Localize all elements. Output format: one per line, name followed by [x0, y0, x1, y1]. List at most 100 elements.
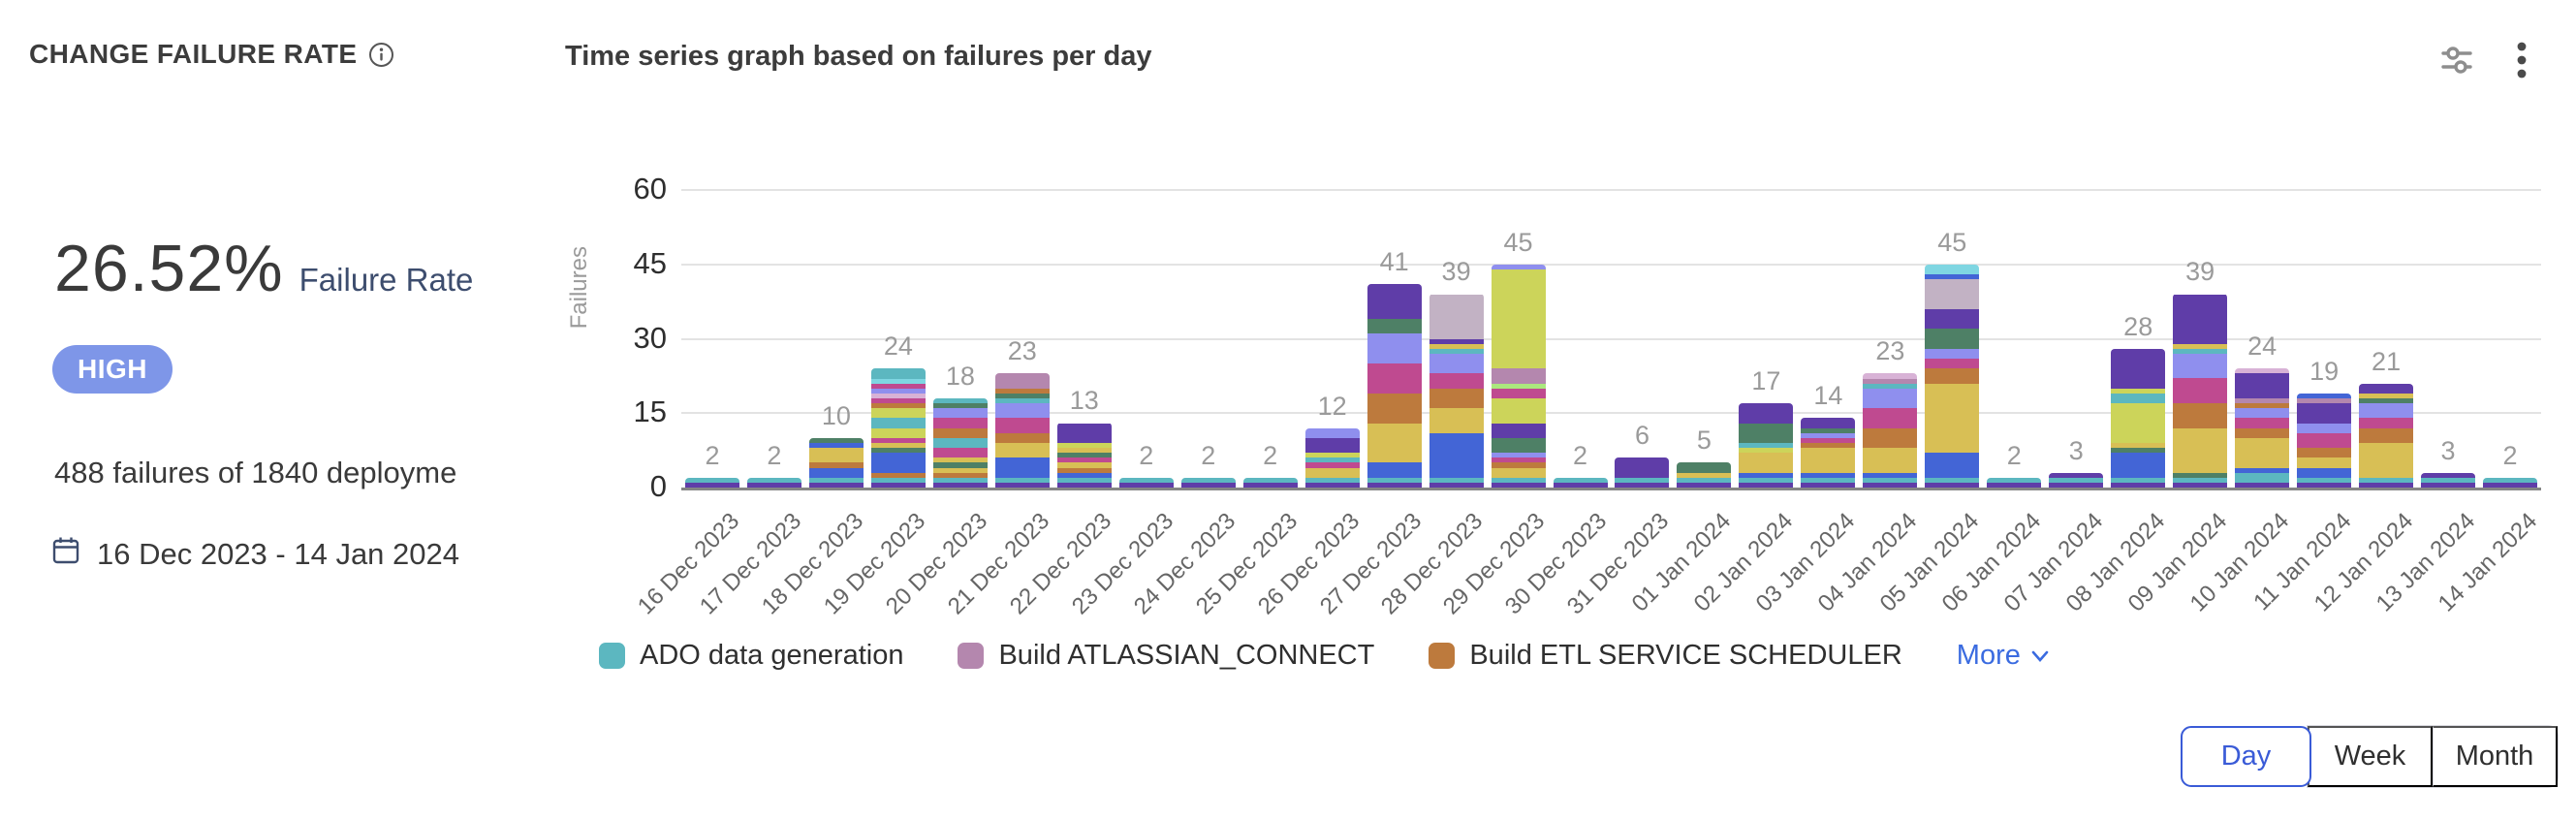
filter-sliders-icon[interactable]	[2438, 42, 2475, 79]
bar-segment-lime	[1491, 268, 1546, 369]
bar-segment-mauve	[1491, 368, 1546, 384]
bar-05-Jan-2024[interactable]	[1925, 264, 1980, 488]
bar-segment-orange	[1863, 427, 1918, 449]
bar-segment-purple	[1863, 482, 1918, 488]
bar-segment-orange	[2235, 427, 2290, 438]
bar-segment-purple	[746, 482, 801, 488]
bar-segment-mauve	[2297, 397, 2352, 404]
bar-31-Dec-2023[interactable]	[1615, 457, 1670, 488]
bar-segment-magenta	[870, 437, 926, 443]
toggle-month[interactable]: Month	[2433, 726, 2558, 787]
bar-02-Jan-2024[interactable]	[1739, 403, 1794, 488]
bar-21-Dec-2023[interactable]	[994, 373, 1050, 488]
bar-13-Jan-2024[interactable]	[2421, 472, 2476, 488]
bar-segment-purple	[2049, 472, 2104, 478]
bar-segment-orange	[870, 403, 926, 409]
bar-17-Dec-2023[interactable]	[746, 477, 801, 488]
bar-segment-purple	[1118, 482, 1174, 488]
bar-segment-orange	[1491, 462, 1546, 468]
bar-11-Jan-2024[interactable]	[2297, 393, 2352, 488]
bar-14-Jan-2024[interactable]	[2483, 477, 2538, 488]
bar-01-Jan-2024[interactable]	[1677, 462, 1732, 488]
bar-20-Dec-2023[interactable]	[932, 398, 988, 488]
bar-segment-teal	[1180, 477, 1236, 483]
bar-27-Dec-2023[interactable]	[1367, 284, 1422, 488]
bar-30-Dec-2023[interactable]	[1553, 477, 1608, 488]
bar-value-label: 2	[767, 440, 782, 470]
bar-segment-mustard	[932, 457, 988, 463]
bar-segment-purple	[2297, 482, 2352, 488]
bar-segment-purple	[2297, 403, 2352, 424]
bar-segment-teal	[870, 368, 926, 379]
bar-segment-blue	[1367, 462, 1422, 478]
kebab-menu-icon[interactable]	[2516, 41, 2528, 79]
chart-subtitle: Time series graph based on failures per …	[565, 41, 1152, 72]
bar-segment-teal	[1491, 477, 1546, 483]
bar-segment-teal	[2235, 472, 2290, 483]
bar-segment-purple	[2235, 373, 2290, 398]
bar-04-Jan-2024[interactable]	[1863, 373, 1918, 488]
bar-09-Jan-2024[interactable]	[2173, 294, 2228, 488]
chevron-down-icon	[2031, 650, 2049, 662]
chart-legend: ADO data generation Build ATLASSIAN_CONNE…	[599, 640, 2052, 672]
bar-segment-teal	[684, 477, 739, 483]
bar-28-Dec-2023[interactable]	[1429, 294, 1484, 488]
bar-segment-purple	[870, 482, 926, 488]
bar-segment-teal	[932, 398, 988, 404]
bar-segment-teal	[2359, 477, 2414, 483]
bar-segment-lime	[870, 408, 926, 419]
legend-item-1[interactable]: ADO data generation	[599, 640, 903, 672]
legend-more-link[interactable]: More	[1957, 640, 2052, 672]
bar-19-Dec-2023[interactable]	[870, 368, 926, 488]
bar-segment-purple	[1925, 482, 1980, 488]
bar-value-label: 18	[945, 361, 975, 391]
bar-segment-blue	[808, 467, 864, 478]
bar-18-Dec-2023[interactable]	[808, 437, 864, 488]
bar-segment-teal	[1429, 477, 1484, 483]
bar-08-Jan-2024[interactable]	[2111, 348, 2166, 488]
bar-22-Dec-2023[interactable]	[1056, 423, 1112, 488]
bar-segment-purple	[808, 482, 864, 488]
bar-segment-teal	[994, 397, 1050, 404]
bar-07-Jan-2024[interactable]	[2049, 472, 2104, 488]
bar-29-Dec-2023[interactable]	[1491, 264, 1546, 488]
bar-value-label: 3	[2440, 435, 2456, 465]
bar-25-Dec-2023[interactable]	[1242, 477, 1298, 488]
bar-06-Jan-2024[interactable]	[1987, 477, 2042, 488]
bar-segment-orange	[994, 388, 1050, 394]
date-range-text: 16 Dec 2023 - 14 Jan 2024	[97, 537, 459, 571]
bar-value-label: 2	[2006, 440, 2022, 470]
info-icon[interactable]	[368, 42, 394, 68]
bar-value-label: 39	[1441, 257, 1471, 287]
bar-segment-magenta	[994, 418, 1050, 433]
toggle-week[interactable]: Week	[2308, 726, 2433, 787]
bar-value-label: 10	[821, 400, 851, 430]
bar-segment-orange	[2359, 427, 2414, 443]
toggle-day[interactable]: Day	[2181, 726, 2311, 787]
bar-03-Jan-2024[interactable]	[1801, 418, 1856, 488]
bar-26-Dec-2023[interactable]	[1304, 427, 1360, 488]
legend-more-label: More	[1956, 640, 2021, 671]
legend-label: Build ATLASSIAN_CONNECT	[998, 640, 1375, 671]
bar-24-Dec-2023[interactable]	[1180, 477, 1236, 488]
bar-segment-magenta	[870, 398, 926, 404]
bar-segment-teal	[932, 437, 988, 449]
bar-23-Dec-2023[interactable]	[1118, 477, 1174, 488]
bar-value-label: 2	[1139, 440, 1154, 470]
legend-item-2[interactable]: Build ATLASSIAN_CONNECT	[958, 640, 1374, 672]
bar-value-label: 19	[2309, 356, 2340, 386]
bar-value-label: 14	[1813, 381, 1843, 411]
bar-12-Jan-2024[interactable]	[2359, 383, 2414, 488]
bar-10-Jan-2024[interactable]	[2235, 368, 2290, 488]
legend-item-3[interactable]: Build ETL SERVICE SCHEDULER	[1429, 640, 1902, 672]
bar-segment-purple	[2421, 482, 2476, 488]
bar-segment-teal	[1429, 348, 1484, 354]
failures-summary: 488 failures of 1840 deployme	[54, 456, 457, 489]
bar-segment-green	[932, 403, 988, 409]
bar-segment-mustard	[1367, 423, 1422, 463]
bar-segment-purple	[1367, 482, 1422, 488]
bar-segment-mustard	[2111, 442, 2166, 449]
bar-16-Dec-2023[interactable]	[684, 477, 739, 488]
bar-segment-teal	[1242, 477, 1298, 483]
legend-swatch	[1429, 643, 1456, 669]
